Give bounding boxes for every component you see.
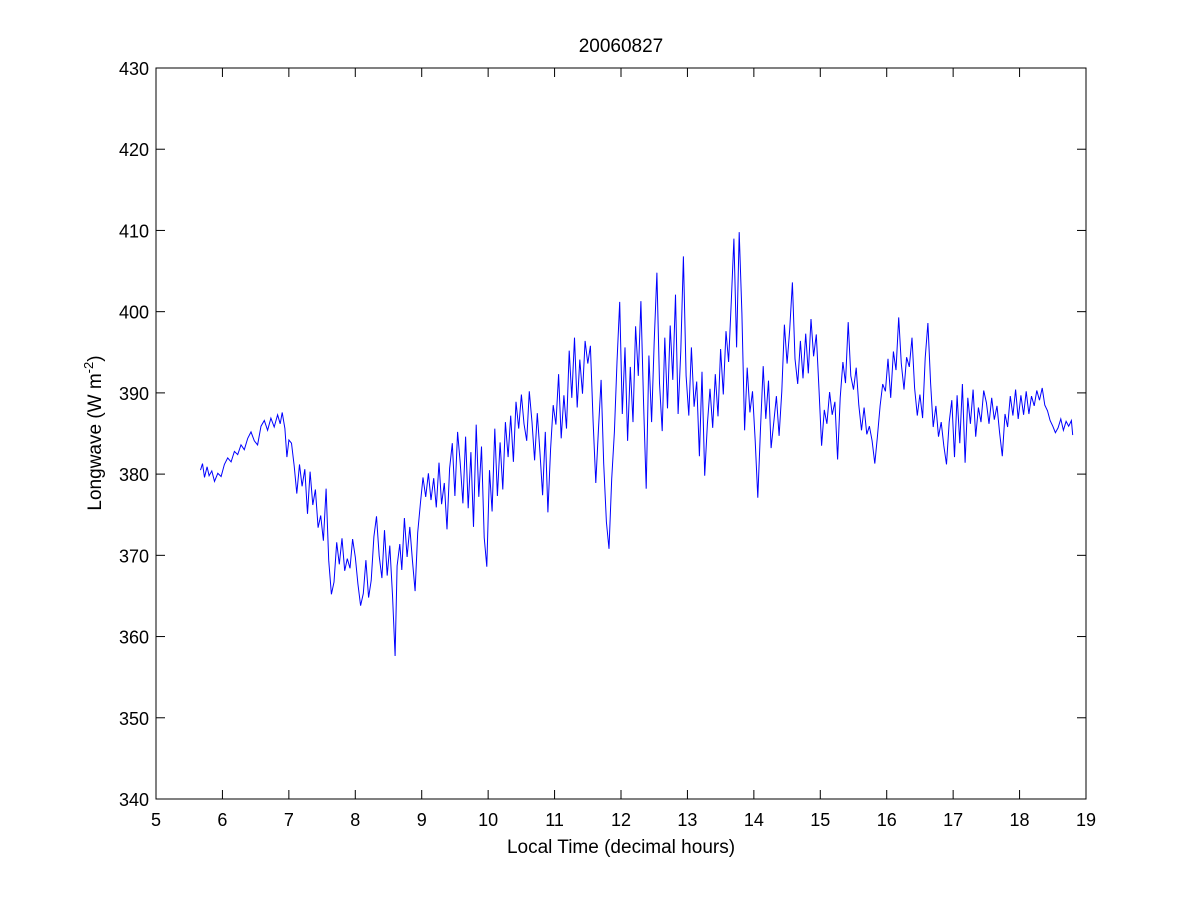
y-tick-label: 340: [119, 790, 149, 810]
y-tick-label: 350: [119, 709, 149, 729]
x-tick-label: 15: [810, 810, 830, 830]
axis-tick-labels: 5 6 7 8 9 10 11 12 13 14 15 16 17 18 19 340 350 360 370 380…: [119, 59, 1096, 830]
x-tick-label: 8: [350, 810, 360, 830]
y-axis-title: Longwave (W m-2): [81, 355, 106, 510]
y-tick-label: 370: [119, 546, 149, 566]
x-tick-label: 18: [1010, 810, 1030, 830]
y-tick-label: 360: [119, 628, 149, 648]
x-tick-label: 14: [744, 810, 764, 830]
y-tick-label: 380: [119, 465, 149, 485]
plot-area-background: [156, 68, 1086, 799]
x-tick-label: 10: [478, 810, 498, 830]
axis-ticks: [155, 67, 1087, 800]
x-tick-label: 16: [877, 810, 897, 830]
x-tick-label: 17: [943, 810, 963, 830]
x-axis-title: Local Time (decimal hours): [507, 837, 735, 858]
y-tick-label: 410: [119, 221, 149, 241]
chart-title: 20060827: [579, 36, 664, 57]
y-tick-label: 400: [119, 303, 149, 323]
y-tick-label: 390: [119, 384, 149, 404]
y-axis-title-main: Longwave (W m: [85, 373, 106, 510]
y-axis-title-superscript: -2: [81, 362, 96, 374]
x-tick-label: 19: [1076, 810, 1096, 830]
y-axis-title-end: ): [85, 355, 106, 361]
y-tick-label: 430: [119, 59, 149, 79]
y-tick-label: 420: [119, 140, 149, 160]
x-tick-label: 12: [611, 810, 631, 830]
x-tick-label: 13: [677, 810, 697, 830]
plot-frame: [155, 67, 1087, 800]
x-tick-label: 9: [417, 810, 427, 830]
x-tick-label: 11: [545, 810, 564, 830]
x-tick-label: 6: [217, 810, 227, 830]
series-line: [200, 232, 1074, 657]
x-tick-label: 5: [151, 810, 161, 830]
x-tick-label: 7: [284, 810, 294, 830]
